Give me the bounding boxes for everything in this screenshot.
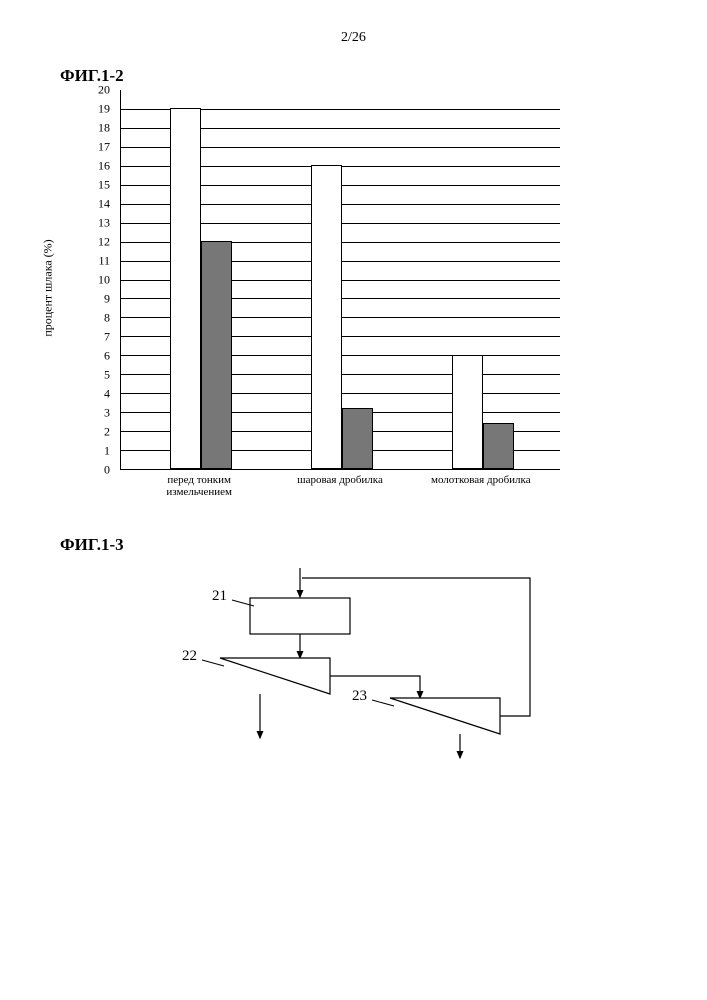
- bar: [483, 423, 514, 469]
- y-tick: 5: [80, 368, 110, 383]
- y-tick: 1: [80, 444, 110, 459]
- bar: [311, 165, 342, 469]
- x-label: перед тонкимизмельчением: [166, 474, 232, 498]
- y-tick: 17: [80, 140, 110, 155]
- y-tick: 18: [80, 121, 110, 136]
- node-label-23: 23: [352, 688, 367, 705]
- y-tick: 20: [80, 83, 110, 98]
- y-tick: 0: [80, 463, 110, 478]
- y-tick: 11: [80, 254, 110, 269]
- fig-1-2-title: ФИГ.1-2: [60, 66, 647, 86]
- fig-1-3-diagram: 21 22 23: [130, 563, 610, 773]
- y-tick: 14: [80, 197, 110, 212]
- y-tick: 13: [80, 216, 110, 231]
- page: 2/26 ФИГ.1-2 процент шлака (%) 012345678…: [0, 0, 707, 1000]
- y-tick: 4: [80, 387, 110, 402]
- node-label-21: 21: [212, 588, 227, 605]
- y-axis-label: процент шлака (%): [41, 239, 56, 336]
- y-tick: 16: [80, 159, 110, 174]
- y-ticks: 01234567891011121314151617181920: [80, 90, 116, 470]
- y-tick: 3: [80, 406, 110, 421]
- fig-1-2-chart: процент шлака (%) 0123456789101112131415…: [80, 90, 580, 485]
- y-tick: 15: [80, 178, 110, 193]
- bar: [201, 241, 232, 469]
- x-label: молотковая дробилка: [431, 474, 531, 486]
- bar: [342, 408, 373, 469]
- node-23: [390, 698, 500, 734]
- node-label-22: 22: [182, 648, 197, 665]
- y-tick: 10: [80, 273, 110, 288]
- node-22: [220, 658, 330, 694]
- edge: [330, 676, 420, 698]
- x-label: шаровая дробилка: [297, 474, 383, 486]
- diagram-svg: [130, 563, 610, 773]
- page-number: 2/26: [60, 30, 647, 46]
- y-tick: 7: [80, 330, 110, 345]
- y-tick: 6: [80, 349, 110, 364]
- bar: [452, 355, 483, 469]
- y-tick: 2: [80, 425, 110, 440]
- node-21: [250, 598, 350, 634]
- y-tick: 9: [80, 292, 110, 307]
- chart-plot-area: [120, 90, 560, 470]
- bar: [170, 108, 201, 469]
- fig-1-3-title: ФИГ.1-3: [60, 535, 647, 555]
- y-tick: 8: [80, 311, 110, 326]
- y-tick: 19: [80, 102, 110, 117]
- y-tick: 12: [80, 235, 110, 250]
